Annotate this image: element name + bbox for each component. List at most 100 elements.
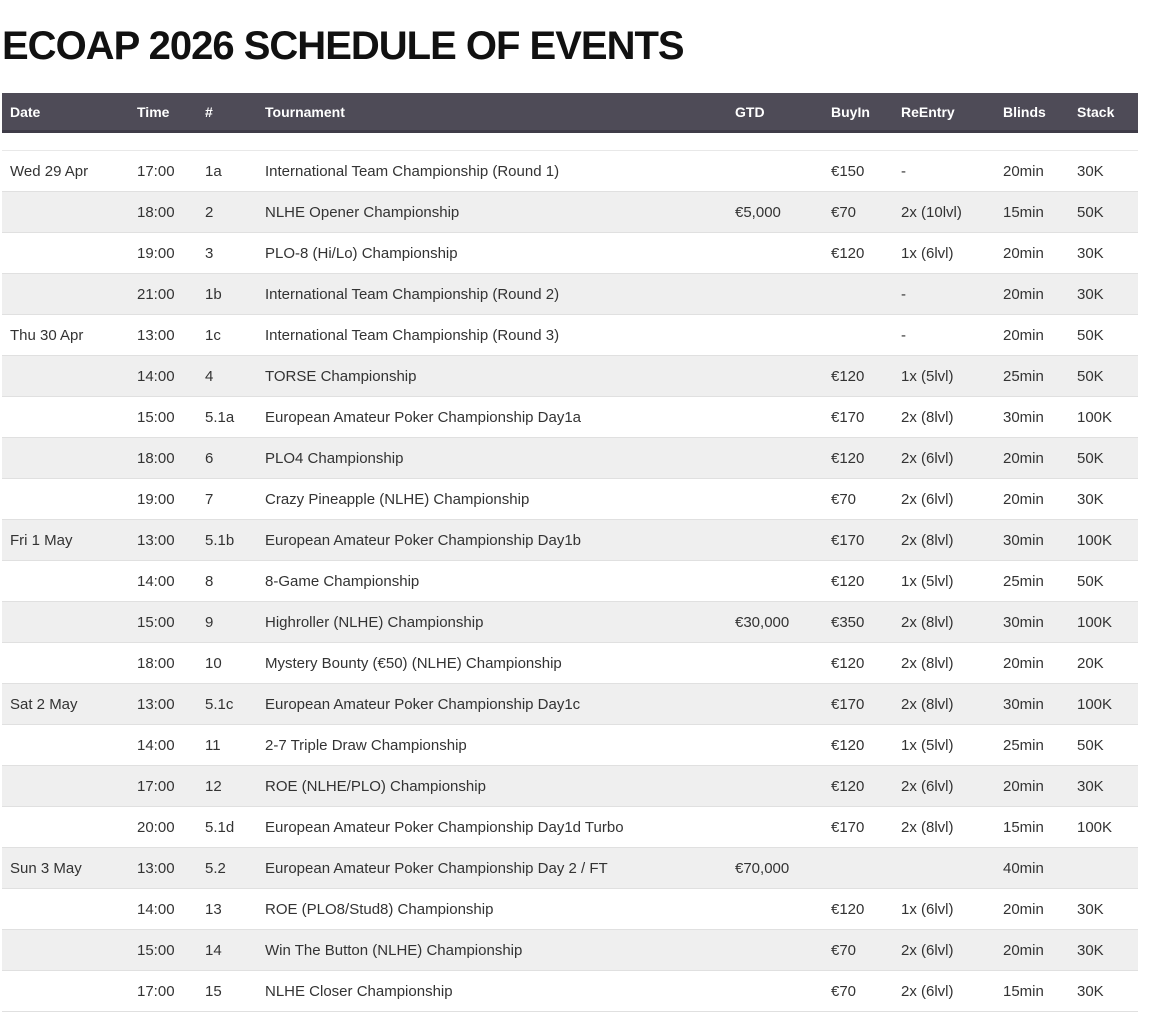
cell-gtd <box>727 929 823 971</box>
cell-tournament: 8-Game Championship <box>257 560 727 602</box>
cell-time: 15:00 <box>129 929 197 971</box>
cell-reentry: 2x (10lvl) <box>893 191 995 233</box>
cell-gtd <box>727 478 823 520</box>
cell-stack: 50K <box>1069 560 1138 602</box>
cell-blinds: 15min <box>995 806 1069 848</box>
table-row: 18:00 2 NLHE Opener Championship €5,000 €70 2… <box>2 191 1138 233</box>
cell-stack: 50K <box>1069 437 1138 479</box>
cell-blinds: 25min <box>995 355 1069 397</box>
cell-tournament: International Team Championship (Round 1… <box>257 150 727 192</box>
cell-blinds: 30min <box>995 683 1069 725</box>
cell-tournament: NLHE Closer Championship <box>257 970 727 1012</box>
cell-num: 5.1d <box>197 806 257 848</box>
cell-buyin <box>823 847 893 889</box>
cell-blinds: 20min <box>995 765 1069 807</box>
table-row: 14:00 8 8-Game Championship €120 1x (5lvl) 25… <box>2 560 1138 602</box>
cell-gtd: €5,000 <box>727 191 823 233</box>
table-row: 15:00 9 Highroller (NLHE) Championship €30,… <box>2 601 1138 643</box>
table-row: 14:00 11 2-7 Triple Draw Championship €120 1… <box>2 724 1138 766</box>
cell-date <box>2 355 129 397</box>
cell-date <box>2 437 129 479</box>
cell-stack: 30K <box>1069 273 1138 315</box>
cell-time: 20:00 <box>129 806 197 848</box>
cell-num: 15 <box>197 970 257 1012</box>
table-row: Thu 30 Apr 13:00 1c International Team Cham… <box>2 314 1138 356</box>
cell-tournament: International Team Championship (Round 2… <box>257 273 727 315</box>
cell-date <box>2 191 129 233</box>
table-row: 19:00 3 PLO-8 (Hi/Lo) Championship €120 1x (… <box>2 232 1138 274</box>
cell-num: 10 <box>197 642 257 684</box>
cell-time: 21:00 <box>129 273 197 315</box>
cell-tournament: 2-7 Triple Draw Championship <box>257 724 727 766</box>
cell-gtd: €30,000 <box>727 601 823 643</box>
cell-reentry: 1x (5lvl) <box>893 560 995 602</box>
cell-reentry: 2x (8lvl) <box>893 519 995 561</box>
cell-gtd <box>727 314 823 356</box>
cell-blinds: 30min <box>995 601 1069 643</box>
cell-buyin: €120 <box>823 232 893 274</box>
cell-tournament: Mystery Bounty (€50) (NLHE) Championship <box>257 642 727 684</box>
cell-buyin: €350 <box>823 601 893 643</box>
cell-stack: 30K <box>1069 929 1138 971</box>
cell-num: 3 <box>197 232 257 274</box>
cell-time: 13:00 <box>129 683 197 725</box>
cell-date <box>2 724 129 766</box>
cell-tournament: ROE (PLO8/Stud8) Championship <box>257 888 727 930</box>
cell-stack: 100K <box>1069 601 1138 643</box>
cell-gtd <box>727 355 823 397</box>
cell-blinds: 20min <box>995 888 1069 930</box>
schedule-table: Date Time # Tournament GTD BuyIn ReEntry Blinds… <box>2 93 1138 1012</box>
column-header-stack: Stack <box>1069 93 1138 133</box>
column-header-tournament: Tournament <box>257 93 727 133</box>
cell-stack: 30K <box>1069 970 1138 1012</box>
table-row: 20:00 5.1d European Amateur Poker Champion… <box>2 806 1138 848</box>
cell-num: 1b <box>197 273 257 315</box>
cell-tournament: PLO4 Championship <box>257 437 727 479</box>
cell-reentry: 2x (8lvl) <box>893 396 995 438</box>
cell-blinds: 20min <box>995 478 1069 520</box>
cell-gtd <box>727 150 823 192</box>
cell-date <box>2 560 129 602</box>
cell-stack: 30K <box>1069 888 1138 930</box>
cell-reentry: 2x (6lvl) <box>893 929 995 971</box>
cell-buyin: €120 <box>823 560 893 602</box>
cell-gtd <box>727 642 823 684</box>
cell-stack: 30K <box>1069 232 1138 274</box>
cell-stack: 30K <box>1069 478 1138 520</box>
cell-reentry: 2x (6lvl) <box>893 970 995 1012</box>
column-header-gtd: GTD <box>727 93 823 133</box>
cell-num: 12 <box>197 765 257 807</box>
cell-stack: 50K <box>1069 191 1138 233</box>
cell-tournament: Win The Button (NLHE) Championship <box>257 929 727 971</box>
cell-num: 11 <box>197 724 257 766</box>
cell-time: 19:00 <box>129 478 197 520</box>
cell-buyin: €70 <box>823 478 893 520</box>
cell-gtd: €70,000 <box>727 847 823 889</box>
cell-gtd <box>727 437 823 479</box>
cell-reentry: - <box>893 150 995 192</box>
schedule-page: ECOAP 2026 SCHEDULE OF EVENTS Date Time # T… <box>0 24 1150 1012</box>
cell-date: Sat 2 May <box>2 683 129 725</box>
cell-blinds: 20min <box>995 642 1069 684</box>
cell-reentry: 1x (5lvl) <box>893 355 995 397</box>
table-row: 19:00 7 Crazy Pineapple (NLHE) Championshi… <box>2 478 1138 520</box>
cell-tournament: TORSE Championship <box>257 355 727 397</box>
cell-stack: 20K <box>1069 642 1138 684</box>
cell-blinds: 25min <box>995 560 1069 602</box>
cell-buyin: €170 <box>823 806 893 848</box>
table-row: 15:00 5.1a European Amateur Poker Champion… <box>2 396 1138 438</box>
cell-time: 18:00 <box>129 191 197 233</box>
cell-stack: 50K <box>1069 314 1138 356</box>
cell-date: Fri 1 May <box>2 519 129 561</box>
cell-tournament: Highroller (NLHE) Championship <box>257 601 727 643</box>
cell-stack: 100K <box>1069 806 1138 848</box>
cell-num: 1a <box>197 150 257 192</box>
table-row: 18:00 10 Mystery Bounty (€50) (NLHE) Champ… <box>2 642 1138 684</box>
cell-reentry: 2x (8lvl) <box>893 601 995 643</box>
cell-num: 5.2 <box>197 847 257 889</box>
cell-buyin: €120 <box>823 355 893 397</box>
cell-num: 7 <box>197 478 257 520</box>
cell-tournament: European Amateur Poker Championship Day1… <box>257 396 727 438</box>
cell-date: Wed 29 Apr <box>2 150 129 192</box>
cell-date <box>2 273 129 315</box>
